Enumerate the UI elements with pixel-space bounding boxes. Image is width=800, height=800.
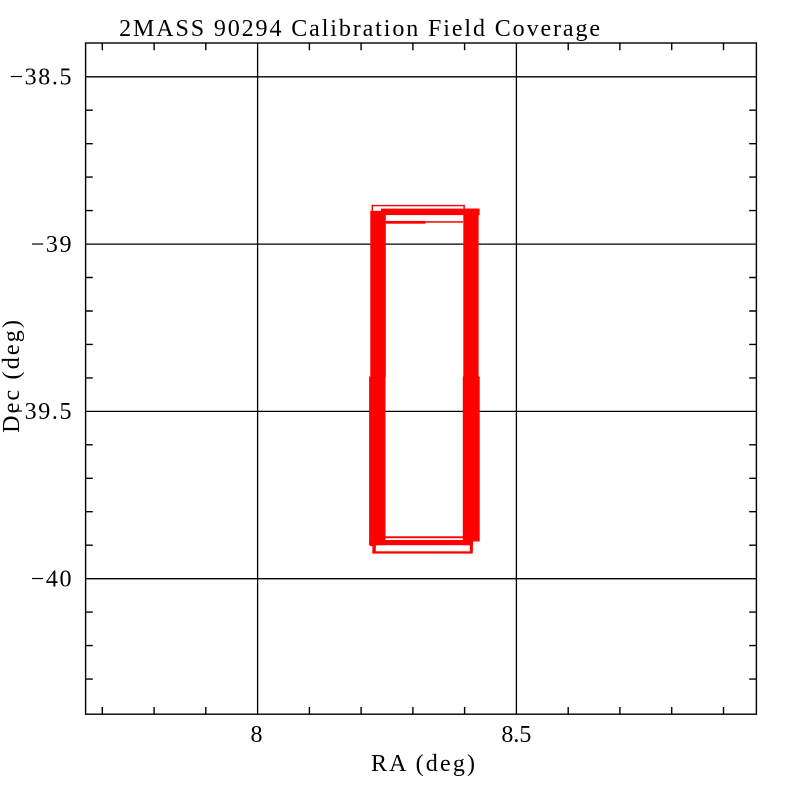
svg-text:−38.5: −38.5 [10, 65, 74, 91]
svg-text:−39: −39 [31, 232, 73, 258]
svg-text:8: 8 [251, 722, 263, 748]
svg-text:RA (deg): RA (deg) [371, 751, 477, 777]
svg-text:−40: −40 [31, 566, 73, 592]
svg-text:8.5: 8.5 [501, 722, 531, 748]
svg-text:−39.5: −39.5 [10, 399, 74, 425]
svg-text:Dec (deg): Dec (deg) [0, 318, 25, 433]
svg-text:2MASS 90294 Calibration Field: 2MASS 90294 Calibration Field Coverage [119, 16, 602, 42]
